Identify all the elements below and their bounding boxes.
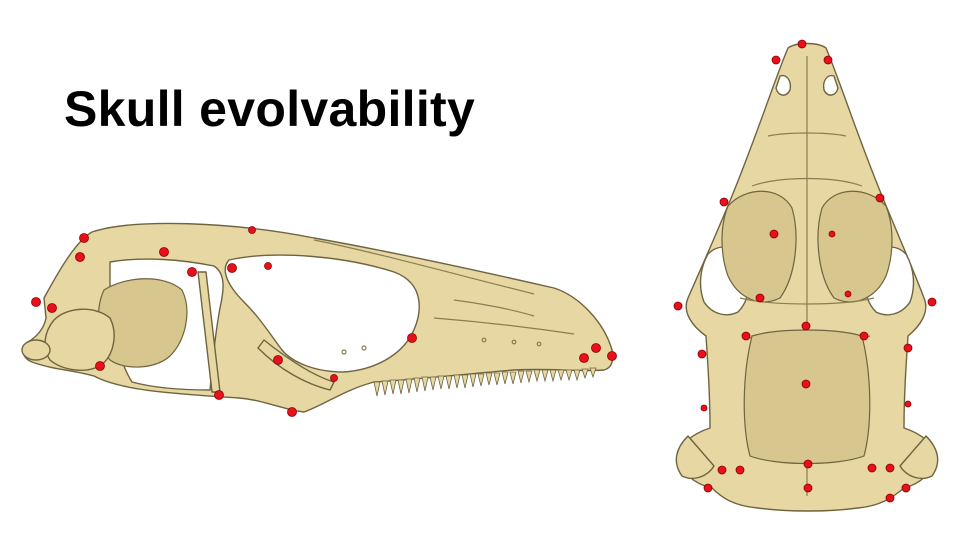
dorsal-landmarks [673, 39, 937, 503]
lizard-skull-lateral-icon [21, 222, 614, 413]
slide-title: Skull evolvability [64, 81, 476, 137]
lateral-skull-figure [21, 222, 617, 417]
lizard-skull-dorsal-icon [675, 42, 939, 512]
tooth-row [373, 367, 597, 397]
lateral-landmarks [31, 226, 617, 417]
dorsal-skull-figure [673, 39, 939, 512]
